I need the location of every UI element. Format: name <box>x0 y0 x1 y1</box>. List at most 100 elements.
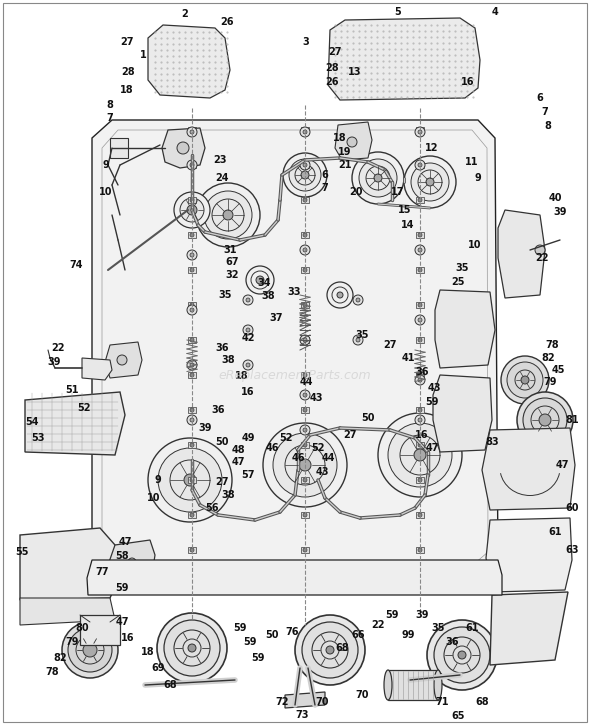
Text: 7: 7 <box>322 183 329 193</box>
Circle shape <box>300 390 310 400</box>
Text: 81: 81 <box>565 415 579 425</box>
Bar <box>188 337 196 343</box>
Text: 23: 23 <box>213 155 227 165</box>
Polygon shape <box>20 528 118 600</box>
Bar <box>416 477 424 483</box>
Text: 36: 36 <box>211 405 225 415</box>
Bar <box>301 372 309 378</box>
Text: 13: 13 <box>348 67 362 77</box>
Text: 78: 78 <box>545 340 559 350</box>
Circle shape <box>418 268 422 272</box>
Circle shape <box>190 198 194 202</box>
Bar <box>416 127 424 133</box>
Bar <box>301 337 309 343</box>
Circle shape <box>246 328 250 332</box>
Bar <box>188 302 196 308</box>
Circle shape <box>117 355 127 365</box>
Circle shape <box>300 335 310 345</box>
Text: 53: 53 <box>31 433 45 443</box>
Polygon shape <box>162 128 205 168</box>
Circle shape <box>415 127 425 137</box>
Polygon shape <box>105 342 142 378</box>
Text: 39: 39 <box>47 357 61 367</box>
Text: 74: 74 <box>69 260 83 270</box>
Circle shape <box>326 646 334 654</box>
Text: 69: 69 <box>151 663 165 673</box>
Circle shape <box>174 192 210 228</box>
Text: 28: 28 <box>121 67 135 77</box>
Bar <box>188 512 196 518</box>
Circle shape <box>190 418 194 422</box>
Circle shape <box>523 398 567 442</box>
Text: 72: 72 <box>276 697 289 707</box>
Circle shape <box>187 205 197 215</box>
Polygon shape <box>92 120 498 575</box>
Text: 51: 51 <box>65 385 78 395</box>
Circle shape <box>418 548 422 552</box>
Text: 5: 5 <box>395 7 401 17</box>
Text: 50: 50 <box>266 630 278 640</box>
Text: 18: 18 <box>333 133 347 143</box>
Circle shape <box>190 163 194 167</box>
Text: 24: 24 <box>215 173 229 183</box>
Circle shape <box>415 415 425 425</box>
Circle shape <box>223 210 233 220</box>
Circle shape <box>501 356 549 404</box>
Text: 46: 46 <box>266 443 278 453</box>
Circle shape <box>243 295 253 305</box>
Text: 16: 16 <box>122 633 135 643</box>
Text: 19: 19 <box>338 147 352 157</box>
Bar <box>301 442 309 448</box>
Text: 10: 10 <box>148 493 160 503</box>
Text: 59: 59 <box>115 583 129 593</box>
Text: 47: 47 <box>118 537 132 547</box>
Bar <box>416 512 424 518</box>
Circle shape <box>353 295 363 305</box>
Polygon shape <box>335 122 372 160</box>
Bar <box>416 582 424 588</box>
Polygon shape <box>433 375 492 452</box>
Text: 8: 8 <box>545 121 552 131</box>
Bar <box>188 197 196 203</box>
Polygon shape <box>148 25 230 98</box>
Bar <box>301 302 309 308</box>
Circle shape <box>303 513 307 517</box>
Bar <box>301 127 309 133</box>
Text: 35: 35 <box>355 330 369 340</box>
Circle shape <box>190 268 194 272</box>
Text: 61: 61 <box>466 623 478 633</box>
Text: 6: 6 <box>322 170 329 180</box>
Text: 77: 77 <box>95 567 109 577</box>
Text: 61: 61 <box>548 527 562 537</box>
Text: 47: 47 <box>425 443 439 453</box>
Text: 38: 38 <box>261 291 275 301</box>
Circle shape <box>302 622 358 678</box>
Circle shape <box>418 478 422 482</box>
Bar <box>188 232 196 238</box>
Bar <box>416 267 424 273</box>
Circle shape <box>374 174 382 182</box>
Circle shape <box>246 298 250 302</box>
Circle shape <box>164 620 220 676</box>
Bar <box>301 162 309 168</box>
Text: 49: 49 <box>241 433 255 443</box>
Bar <box>388 670 438 700</box>
Circle shape <box>418 233 422 237</box>
Text: 36: 36 <box>445 637 459 647</box>
Circle shape <box>418 338 422 342</box>
Text: 31: 31 <box>223 245 237 255</box>
Text: eReplacementParts.com: eReplacementParts.com <box>219 368 371 381</box>
Circle shape <box>418 130 422 134</box>
Circle shape <box>303 248 307 252</box>
Circle shape <box>517 392 573 448</box>
Circle shape <box>418 583 422 587</box>
Circle shape <box>196 183 260 247</box>
Circle shape <box>303 428 307 432</box>
Text: 22: 22 <box>51 343 65 353</box>
Circle shape <box>418 373 422 377</box>
Circle shape <box>303 443 307 447</box>
Circle shape <box>353 335 363 345</box>
Text: 68: 68 <box>163 680 177 690</box>
Text: 27: 27 <box>120 37 134 47</box>
Circle shape <box>303 548 307 552</box>
